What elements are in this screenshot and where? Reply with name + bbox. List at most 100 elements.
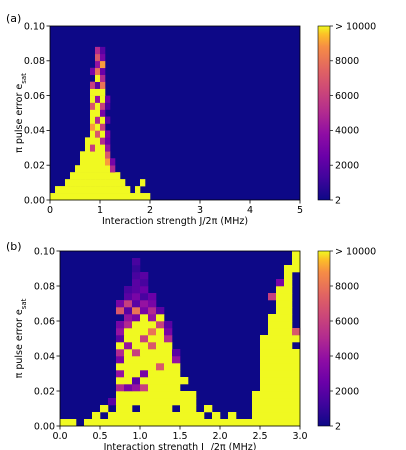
heatmap-cell bbox=[105, 144, 111, 152]
heatmap-cell bbox=[105, 165, 111, 173]
heatmap-cell bbox=[124, 377, 133, 385]
heatmap-cell bbox=[132, 349, 141, 357]
heatmap-cell bbox=[212, 419, 221, 427]
heatmap-cell bbox=[148, 307, 157, 315]
heatmap-cell bbox=[260, 342, 269, 350]
heatmap-cell bbox=[105, 102, 111, 110]
heatmap-cell bbox=[276, 307, 285, 315]
heatmap-cell bbox=[110, 172, 116, 180]
heatmap-cell bbox=[124, 384, 133, 392]
heatmap-cell bbox=[284, 391, 293, 399]
heatmap-cell bbox=[276, 419, 285, 427]
heatmap-cell bbox=[276, 300, 285, 308]
heatmap-cell bbox=[156, 412, 165, 420]
heatmap-cell bbox=[95, 193, 101, 201]
heatmap-cell bbox=[90, 186, 96, 194]
heatmap-cell bbox=[284, 314, 293, 322]
heatmap-cell bbox=[140, 377, 149, 385]
heatmap-cell bbox=[284, 307, 293, 315]
heatmap-cell bbox=[105, 186, 111, 194]
heatmap-cell bbox=[156, 342, 165, 350]
heatmap-cell bbox=[276, 384, 285, 392]
heatmap-cell bbox=[284, 405, 293, 413]
heatmap-cell bbox=[85, 193, 91, 201]
heatmap-cell bbox=[140, 279, 149, 287]
heatmap-cell bbox=[140, 349, 149, 357]
heatmap-cell bbox=[90, 137, 96, 145]
x-tick-label: 2 bbox=[147, 205, 153, 216]
heatmap-cell bbox=[268, 321, 277, 329]
heatmap-cell bbox=[268, 314, 277, 322]
colorbar-tick-label: 2 bbox=[335, 195, 341, 206]
heatmap-cell bbox=[156, 419, 165, 427]
heatmap-cell bbox=[268, 412, 277, 420]
heatmap-cell bbox=[85, 137, 91, 145]
panel-label: (a) bbox=[6, 12, 21, 25]
y-axis-label: π pulse error esat bbox=[14, 73, 28, 153]
heatmap-cell bbox=[188, 412, 197, 420]
heatmap-cell bbox=[60, 186, 66, 194]
heatmap-cell bbox=[90, 116, 96, 124]
heatmap-cell bbox=[292, 328, 301, 336]
heatmap-cell bbox=[164, 384, 173, 392]
heatmap-cell bbox=[252, 405, 261, 413]
heatmap-cell bbox=[172, 370, 181, 378]
heatmap-cell bbox=[108, 412, 117, 420]
heatmap-cell bbox=[90, 151, 96, 159]
heatmap-cell bbox=[120, 186, 126, 194]
heatmap-cell bbox=[100, 158, 106, 166]
heatmap-cell bbox=[116, 349, 125, 357]
heatmap-cell bbox=[75, 165, 81, 173]
heatmap-cell bbox=[292, 384, 301, 392]
heatmap-cell bbox=[116, 412, 125, 420]
heatmap-cell bbox=[204, 419, 213, 427]
heatmap-cell bbox=[100, 193, 106, 201]
heatmap-cell bbox=[90, 158, 96, 166]
heatmap-cell bbox=[156, 349, 165, 357]
colorbar-tick-label: 6000 bbox=[335, 316, 359, 327]
heatmap-cell bbox=[164, 356, 173, 364]
x-tick-label: 5 bbox=[297, 205, 303, 216]
heatmap-cell bbox=[268, 370, 277, 378]
heatmap-cell bbox=[172, 384, 181, 392]
heatmap-cell bbox=[95, 172, 101, 180]
heatmap-cell bbox=[116, 405, 125, 413]
heatmap-cell bbox=[120, 193, 126, 201]
heatmap-cell bbox=[156, 335, 165, 343]
heatmap-cell bbox=[148, 370, 157, 378]
heatmap-cell bbox=[164, 321, 173, 329]
heatmap-cell bbox=[284, 272, 293, 280]
heatmap-cell bbox=[284, 356, 293, 364]
heatmap-cell bbox=[92, 412, 101, 420]
heatmap-cell bbox=[268, 405, 277, 413]
heatmap-cell bbox=[148, 342, 157, 350]
heatmap-cell bbox=[140, 405, 149, 413]
heatmap-cell bbox=[148, 363, 157, 371]
y-tick-label: 0.02 bbox=[34, 386, 55, 397]
heatmap-cell bbox=[148, 412, 157, 420]
heatmap-cell bbox=[260, 405, 269, 413]
heatmap-cell bbox=[260, 419, 269, 427]
heatmap-cell bbox=[188, 405, 197, 413]
heatmap-cell bbox=[164, 335, 173, 343]
heatmap-cell bbox=[132, 321, 141, 329]
heatmap-cell bbox=[124, 349, 133, 357]
heatmap-cell bbox=[124, 398, 133, 406]
heatmap-cell bbox=[110, 158, 116, 166]
y-tick-label: 0.00 bbox=[34, 421, 55, 432]
heatmap-cell bbox=[124, 328, 133, 336]
heatmap-cell bbox=[95, 130, 101, 138]
heatmap-cell bbox=[292, 251, 301, 259]
heatmap-cell bbox=[204, 405, 213, 413]
heatmap-cell bbox=[116, 307, 125, 315]
heatmap-cell bbox=[124, 286, 133, 294]
heatmap-cell bbox=[132, 363, 141, 371]
heatmap-cell bbox=[80, 158, 86, 166]
heatmap-cell bbox=[164, 377, 173, 385]
heatmap-cell bbox=[164, 412, 173, 420]
heatmap-cell bbox=[140, 384, 149, 392]
heatmap-cell bbox=[135, 193, 141, 201]
heatmap-cell bbox=[188, 398, 197, 406]
heatmap-cell bbox=[85, 158, 91, 166]
heatmap-cell bbox=[292, 398, 301, 406]
